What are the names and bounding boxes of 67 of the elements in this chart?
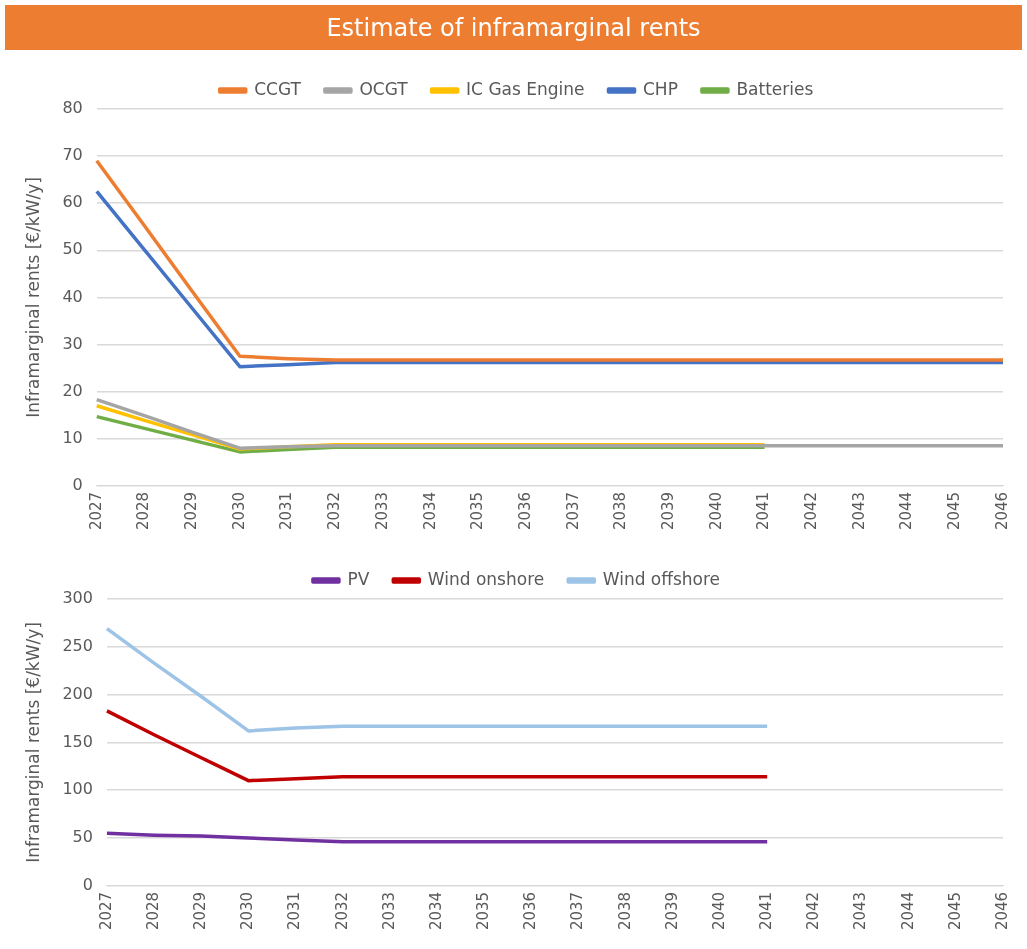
y-tick-label: 80 [62, 98, 83, 118]
y-tick-label: 20 [62, 380, 83, 400]
x-tick-label: 2042 [802, 491, 821, 531]
x-tick-label: 2032 [332, 891, 351, 931]
legend-label: OCGT [359, 78, 409, 99]
y-tick-label: 300 [62, 588, 93, 608]
y-tick-label: 0 [72, 474, 83, 494]
legend-label: Wind offshore [602, 568, 721, 589]
x-tick-label: 2030 [238, 891, 257, 931]
y-axis-title: Inframarginal rents [€/kW/y] [22, 622, 43, 863]
x-tick-label: 2027 [86, 491, 105, 531]
x-tick-label: 2043 [851, 891, 870, 931]
y-tick-label: 150 [62, 731, 93, 751]
x-tick-label: 2036 [521, 891, 540, 931]
x-tick-label: 2040 [709, 891, 728, 931]
x-tick-label: 2029 [191, 891, 210, 931]
x-tick-label: 2041 [754, 491, 773, 531]
x-tick-label: 2045 [945, 491, 964, 531]
legend-label: IC Gas Engine [466, 78, 585, 99]
x-tick-label: 2046 [992, 491, 1011, 531]
y-tick-label: 200 [62, 683, 93, 703]
x-tick-label: 2045 [945, 891, 964, 931]
legend-label: CCGT [254, 78, 302, 99]
x-tick-label: 2031 [277, 491, 296, 531]
legend-label: Batteries [736, 78, 814, 99]
legend-label: Wind onshore [427, 568, 545, 589]
x-tick-label: 2037 [563, 491, 582, 531]
x-tick-label: 2036 [515, 491, 534, 531]
x-tick-label: 2042 [804, 891, 823, 931]
x-tick-label: 2030 [229, 491, 248, 531]
x-tick-label: 2027 [96, 891, 115, 931]
chart-title: Estimate of inframarginal rents [5, 5, 1022, 50]
x-tick-label: 2035 [474, 891, 493, 931]
y-tick-label: 50 [62, 239, 83, 259]
x-tick-label: 2044 [897, 491, 916, 531]
y-tick-label: 50 [72, 827, 93, 847]
x-tick-label: 2043 [849, 491, 868, 531]
x-tick-label: 2041 [757, 891, 776, 931]
x-tick-label: 2032 [325, 491, 344, 531]
x-tick-label: 2029 [182, 491, 201, 531]
x-tick-label: 2039 [662, 891, 681, 931]
y-tick-label: 100 [62, 779, 93, 799]
x-tick-label: 2044 [898, 891, 917, 931]
legend-label: CHP [643, 78, 678, 99]
y-tick-label: 60 [62, 192, 83, 212]
x-tick-label: 2038 [611, 491, 630, 531]
y-tick-label: 70 [62, 145, 83, 165]
x-tick-label: 2040 [706, 491, 725, 531]
y-tick-label: 30 [62, 333, 83, 353]
x-tick-label: 2033 [372, 491, 391, 531]
x-tick-label: 2028 [134, 491, 153, 531]
y-tick-label: 40 [62, 286, 83, 306]
x-tick-label: 2039 [659, 491, 678, 531]
x-tick-label: 2034 [426, 891, 445, 931]
y-axis-title: Inframarginal rents [€/kW/y] [22, 177, 43, 418]
x-tick-label: 2028 [143, 891, 162, 931]
x-tick-label: 2035 [468, 491, 487, 531]
x-tick-label: 2038 [615, 891, 634, 931]
x-tick-label: 2033 [379, 891, 398, 931]
y-tick-label: 10 [62, 427, 83, 447]
y-tick-label: 0 [82, 874, 93, 894]
x-tick-label: 2046 [992, 891, 1011, 931]
y-tick-label: 250 [62, 635, 93, 655]
x-tick-label: 2034 [420, 491, 439, 531]
x-tick-label: 2037 [568, 891, 587, 931]
x-tick-label: 2031 [285, 891, 304, 931]
legend-label: PV [347, 568, 370, 589]
